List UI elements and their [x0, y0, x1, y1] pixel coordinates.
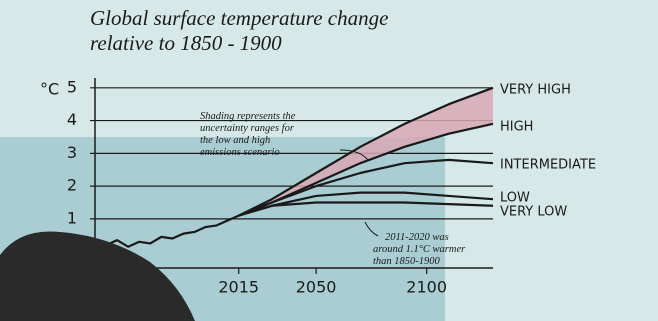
annotation-line: emissions scenario: [200, 147, 280, 158]
y-axis-label: °C: [40, 80, 59, 99]
legend-label: LOW: [500, 191, 530, 206]
y-tick-label: 2: [67, 176, 77, 195]
x-tick-label: 2015: [218, 278, 259, 297]
annotation-line: the low and high: [200, 135, 270, 146]
annotation-line: than 1850-1900: [373, 256, 441, 267]
annotation-line: Shading represents the: [200, 111, 296, 122]
legend-label: HIGH: [500, 120, 533, 135]
chart-title: Global surface temperature change: [90, 6, 388, 30]
annotation-line: 2011-2020 was: [385, 232, 449, 243]
annotation-line: uncertainty ranges for: [200, 123, 295, 134]
legend-label: INTERMEDIATE: [500, 158, 596, 173]
x-tick-label: 2050: [296, 278, 337, 297]
y-tick-label: 3: [67, 143, 77, 162]
y-tick-label: 5: [67, 77, 77, 96]
legend-label: VERY HIGH: [500, 83, 571, 98]
chart: Global surface temperature change relati…: [0, 0, 658, 321]
legend-label: VERY LOW: [500, 205, 567, 220]
annotation-line: around 1.1°C warmer: [373, 244, 466, 255]
chart-subtitle: relative to 1850 - 1900: [90, 31, 282, 55]
x-tick-label: 2100: [406, 278, 447, 297]
y-tick-label: 1: [67, 208, 77, 227]
y-tick-label: 4: [67, 110, 77, 129]
